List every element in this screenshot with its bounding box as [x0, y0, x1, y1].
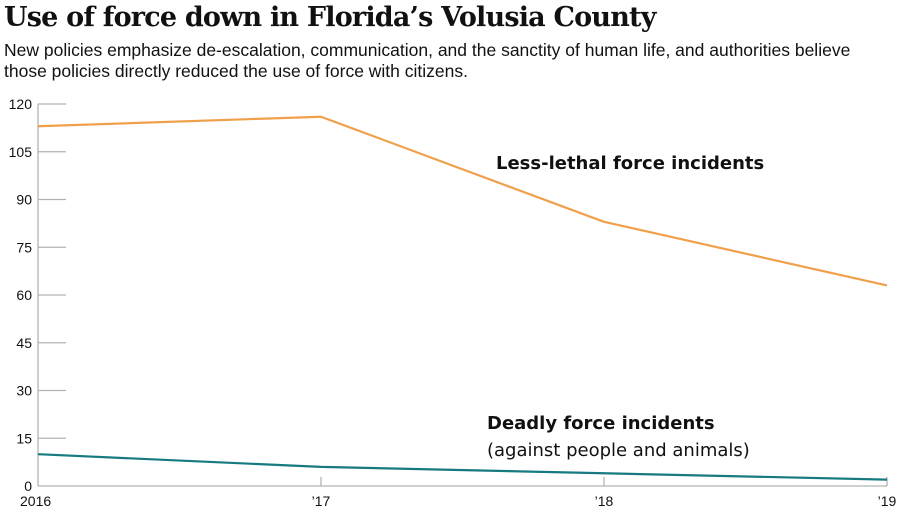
series-labels: Less-lethal force incidents Deadly force… — [487, 153, 764, 461]
y-tick-label: 90 — [16, 192, 32, 208]
series-line-1 — [37, 453, 888, 481]
y-tick-label: 60 — [16, 287, 32, 303]
y-tick-label: 75 — [16, 239, 32, 255]
y-tick-label: 105 — [9, 144, 33, 160]
y-tick-label: 45 — [16, 335, 32, 351]
series-group — [37, 115, 888, 481]
series-line-0 — [37, 115, 888, 287]
series-label-deadly: Deadly force incidents — [487, 413, 715, 434]
y-tick-label: 15 — [16, 430, 32, 446]
y-tick-label: 120 — [9, 96, 33, 112]
axes: 0 15 30 45 60 75 90 105 120 2016 ’17 ’18 ’19 — [9, 96, 897, 509]
series-sublabel-deadly: (against people and animals) — [487, 440, 750, 461]
chart-title: Use of force down in Florida’s Volusia C… — [4, 2, 656, 33]
y-tick-label: 30 — [16, 383, 32, 399]
x-tick-label: ’18 — [595, 493, 614, 509]
x-tick-label: ’19 — [878, 493, 897, 509]
x-tick-label: 2016 — [20, 493, 51, 509]
x-tick-label: ’17 — [312, 493, 331, 509]
series-label-less-lethal: Less-lethal force incidents — [496, 153, 764, 174]
y-tick-label: 0 — [24, 478, 32, 494]
chart-subtitle: New policies emphasize de-escalation, co… — [4, 40, 851, 81]
